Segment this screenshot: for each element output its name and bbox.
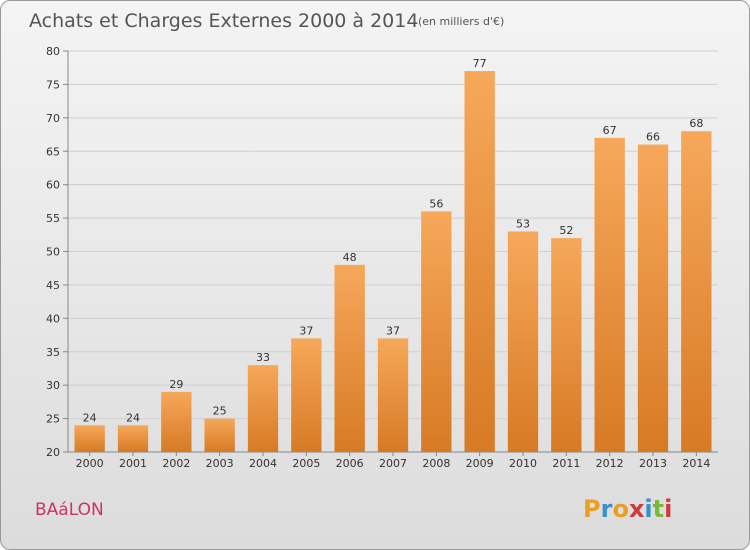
x-tick-label: 2002: [162, 457, 190, 470]
data-label: 33: [256, 351, 270, 364]
y-tick-label: 60: [46, 179, 60, 192]
x-tick-label: 2009: [466, 457, 494, 470]
y-tick-label: 80: [46, 45, 60, 58]
x-tick-label: 2003: [206, 457, 234, 470]
data-label: 68: [689, 117, 703, 130]
chart-title: Achats et Charges Externes 2000 à 2014: [29, 10, 418, 32]
bar: [551, 238, 582, 452]
logo-letter: P: [583, 495, 601, 523]
y-tick-label: 25: [46, 413, 60, 426]
data-label: 37: [386, 324, 400, 337]
bar: [74, 425, 105, 452]
data-label: 53: [516, 217, 530, 230]
data-label: 67: [603, 124, 617, 137]
commune-name: BAáLON: [35, 500, 104, 520]
proxiti-logo[interactable]: Proxiti: [583, 495, 672, 523]
y-tick-labels: 20 25 30 35 40 45 50 55 60 65 70 75 80: [46, 45, 60, 459]
x-tick-labels: 2000 2001 2002 2003 2004 2005 2006 2007 2008 2009…: [76, 457, 711, 470]
x-tick-label: 2007: [379, 457, 407, 470]
bar: [507, 231, 539, 452]
x-tick-label: 2010: [509, 457, 537, 470]
logo-letter: r: [601, 495, 613, 523]
y-tick-label: 75: [46, 78, 60, 91]
bar: [594, 137, 625, 452]
x-tick-label: 2005: [292, 457, 320, 470]
x-tick-label: 2000: [76, 457, 104, 470]
bar: [464, 71, 495, 453]
y-tick-label: 65: [46, 145, 60, 158]
y-tick-label: 45: [46, 279, 60, 292]
data-label: 66: [646, 131, 660, 144]
bar: [681, 131, 712, 452]
bar: [247, 365, 279, 452]
x-tick-label: 2012: [596, 457, 624, 470]
bar: [291, 338, 322, 452]
logo-letter: i: [644, 495, 652, 523]
logo-letter: t: [653, 495, 664, 523]
x-tick-label: 2013: [639, 457, 667, 470]
logo-letter: o: [612, 495, 629, 523]
y-tick-label: 40: [46, 312, 60, 325]
data-label: 37: [299, 324, 313, 337]
x-tick-label: 2014: [682, 457, 710, 470]
data-label: 29: [169, 378, 183, 391]
data-label: 77: [473, 57, 487, 70]
value-labels: 24 24 29 25 33 37 48 37 56 77 53 52 67 66 68: [83, 57, 704, 424]
bar: [117, 425, 149, 452]
data-label: 24: [83, 411, 97, 424]
y-tick-label: 55: [46, 212, 60, 225]
data-label: 25: [213, 405, 227, 418]
bar: [204, 418, 235, 452]
bar: [377, 338, 409, 452]
bars: [74, 71, 712, 453]
bar: [334, 264, 365, 452]
y-tick-label: 35: [46, 346, 60, 359]
x-tick-label: 2011: [552, 457, 580, 470]
logo-letter: i: [664, 495, 672, 523]
x-tick-label: 2008: [422, 457, 450, 470]
bar: [637, 144, 669, 453]
chart-subtitle: (en milliers d'€): [418, 15, 504, 28]
y-tick-label: 50: [46, 246, 60, 259]
logo-letter: x: [629, 495, 645, 523]
x-tick-label: 2004: [249, 457, 277, 470]
bar: [161, 391, 192, 452]
data-label: 48: [343, 251, 357, 264]
y-tick-label: 30: [46, 379, 60, 392]
y-tick-label: 20: [46, 446, 60, 459]
x-tick-label: 2001: [119, 457, 147, 470]
bar: [421, 211, 452, 452]
y-tick-label: 70: [46, 112, 60, 125]
data-label: 24: [126, 411, 140, 424]
x-tick-label: 2006: [336, 457, 364, 470]
data-label: 56: [429, 197, 443, 210]
data-label: 52: [559, 224, 573, 237]
